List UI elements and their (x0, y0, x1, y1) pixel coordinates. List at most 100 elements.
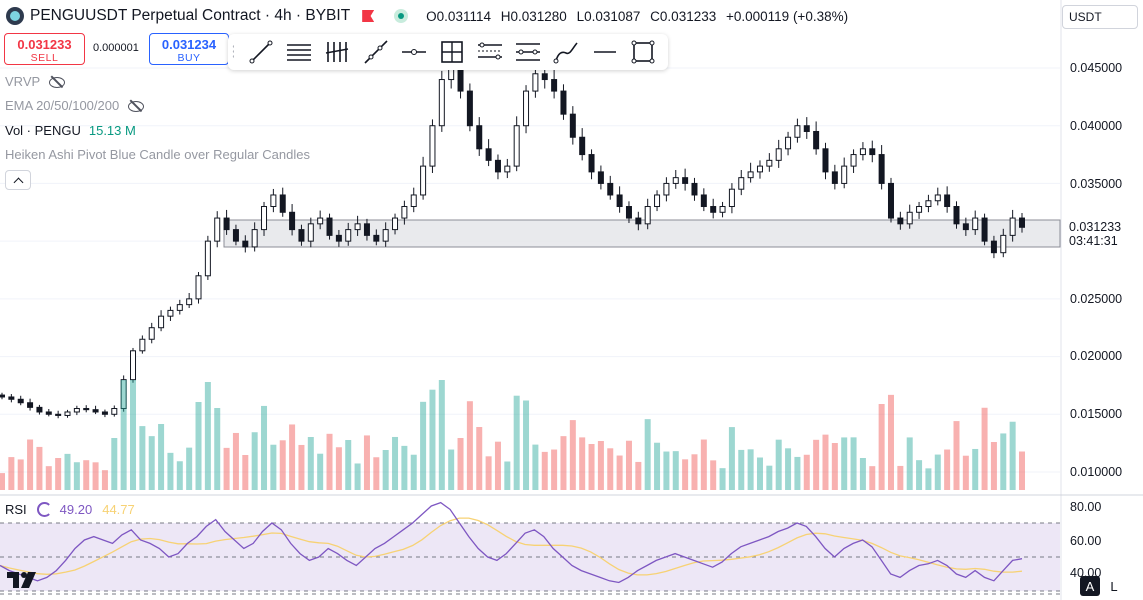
candle-body (1009, 217, 1016, 236)
heiken-ashi-legend[interactable]: Heiken Ashi Pivot Blue Candle over Regul… (5, 147, 310, 162)
candle-body (298, 229, 305, 242)
price-range-icon (441, 41, 463, 63)
volume-bar (232, 432, 239, 490)
candle-body (0, 394, 5, 398)
buy-button[interactable]: 0.031234 BUY (149, 33, 229, 65)
rsi-legend[interactable]: RSI 49.20 44.77 (5, 502, 135, 517)
candle-body (841, 165, 848, 184)
last-price: 0.031233 (1069, 220, 1122, 234)
volume-bar (64, 453, 71, 490)
rectangle-icon (631, 40, 655, 64)
symbol-logo-icon[interactable] (6, 7, 24, 25)
volume-bar (326, 433, 333, 490)
volume-bar (195, 402, 202, 490)
tradingview-logo[interactable] (6, 570, 40, 590)
support-zone (223, 219, 1061, 248)
ema-legend[interactable]: EMA 20/50/100/200 (5, 98, 145, 113)
candle-body (307, 223, 314, 242)
volume-bar (345, 440, 352, 490)
regression-trend-icon (516, 43, 541, 61)
volume-bar (392, 436, 399, 490)
brush-tool[interactable] (553, 39, 579, 65)
candle-body (410, 194, 417, 208)
volume-bar (504, 461, 511, 490)
candle-body (485, 148, 492, 161)
price-tick: 0.020000 (1070, 349, 1123, 363)
candle-body (859, 148, 866, 156)
volume-bar (981, 407, 988, 490)
candle-body (972, 217, 979, 231)
volume-bar (45, 466, 52, 490)
horizontal-line-tool[interactable] (592, 39, 618, 65)
candle-body (139, 338, 146, 352)
volume-bar (438, 380, 445, 490)
candle-body (803, 125, 810, 132)
volume-bar (738, 449, 745, 490)
volume-bar (813, 439, 820, 490)
rsi-value: 49.20 (59, 502, 93, 517)
volume-bar (588, 444, 595, 490)
candle-body (401, 206, 408, 219)
horizontal-ray-tool[interactable] (401, 39, 427, 65)
volume-bar (83, 460, 90, 490)
volume-bar (27, 439, 34, 490)
volume-bar (560, 436, 567, 490)
pitchfork-tool[interactable] (324, 39, 350, 65)
log-scale-button[interactable]: L (1110, 578, 1118, 594)
volume-bar (635, 461, 642, 490)
candle-body (64, 411, 71, 416)
volume-bar (111, 438, 118, 490)
horizontal-line-icon (593, 51, 616, 53)
drag-handle-icon[interactable] (232, 44, 234, 60)
volume-bar (494, 441, 501, 490)
trend-line-tool[interactable] (248, 39, 274, 65)
sell-button[interactable]: 0.031233 SELL (4, 33, 85, 65)
volume-bar (691, 454, 698, 490)
vrvp-label: VRVP (5, 74, 41, 89)
parallel-channel-tool[interactable] (477, 39, 503, 65)
volume-label: Vol · PENGU (5, 123, 81, 138)
volume-bar (148, 436, 155, 490)
currency-selector[interactable]: USDT (1062, 5, 1138, 29)
eye-off-icon[interactable] (127, 100, 145, 112)
candle-body (654, 194, 661, 208)
volume-bar (700, 439, 707, 490)
collapse-legend-button[interactable] (5, 170, 31, 190)
candle-body (607, 182, 614, 196)
ray-tool[interactable] (363, 39, 389, 65)
volume-bar (934, 454, 941, 490)
vrvp-legend[interactable]: VRVP (5, 74, 66, 89)
candle-body (588, 154, 595, 173)
candle-body (719, 206, 726, 213)
horizontal-lines-tool[interactable] (286, 39, 312, 65)
volume-bar (541, 451, 548, 490)
candle-body (232, 229, 239, 242)
volume-bar (1019, 451, 1025, 490)
candle-body (130, 350, 137, 381)
eye-off-icon[interactable] (48, 76, 66, 88)
symbol-title[interactable]: PENGUUSDT Perpetual Contract · 4h · BYBI… (30, 7, 351, 24)
market-status-icon[interactable] (394, 9, 409, 23)
volume-legend[interactable]: Vol · PENGU 15.13 M (5, 123, 136, 138)
candle-body (541, 73, 548, 81)
price-tick: 0.015000 (1070, 407, 1123, 421)
price-range-tool[interactable] (439, 39, 465, 65)
volume-bar (139, 426, 146, 490)
candle-body (251, 229, 258, 248)
candle-body (869, 148, 876, 156)
volume-bar (803, 454, 810, 490)
auto-scale-button[interactable]: A (1080, 576, 1100, 596)
refresh-icon[interactable] (36, 502, 52, 517)
candle-body (953, 206, 960, 225)
candle-body (878, 154, 885, 184)
candle-body (279, 194, 286, 213)
volume-bar (92, 462, 99, 490)
flag-icon[interactable] (362, 10, 375, 22)
rectangle-tool[interactable] (630, 39, 656, 65)
candle-body (176, 304, 183, 311)
volume-bar (261, 405, 268, 490)
regression-trend-tool[interactable] (515, 39, 541, 65)
candle-body (906, 211, 913, 225)
candle-body (850, 154, 857, 167)
